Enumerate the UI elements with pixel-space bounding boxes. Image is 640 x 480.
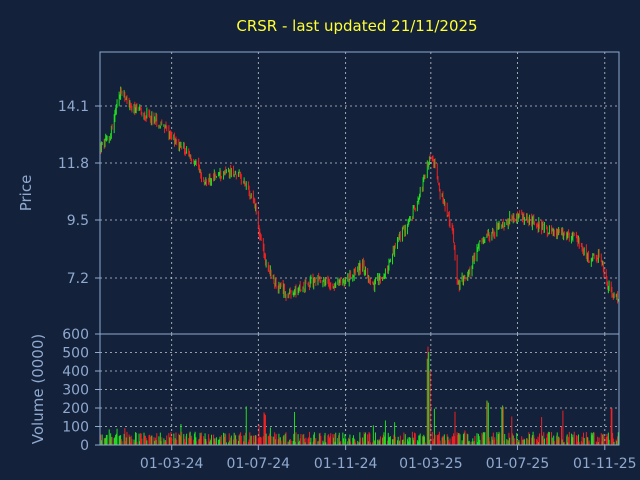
x-axis-ticks: 01-03-24 01-07-24 01-11-24 01-03-25 01-07-25… <box>140 445 637 472</box>
volume-tick-label: 500 <box>62 346 89 362</box>
x-tick-label: 01-11-25 <box>573 456 637 472</box>
x-tick-label: 01-07-25 <box>486 456 550 472</box>
price-tick-label: 600 <box>62 327 89 343</box>
x-tick-label: 01-03-24 <box>140 456 204 472</box>
price-tick-label: 11.8 <box>58 156 89 172</box>
price-tick-label: 14.1 <box>58 99 89 115</box>
x-tick-label: 01-11-24 <box>314 456 378 472</box>
price-panel-frame <box>99 51 620 335</box>
volume-tick-label: 200 <box>62 401 89 417</box>
price-tick-label: 9.5 <box>67 213 89 229</box>
price-axis-label: Price <box>17 175 35 212</box>
price-tick-label: 7.2 <box>67 271 89 287</box>
volume-grid <box>100 334 619 445</box>
volume-tick-label: 400 <box>62 364 89 380</box>
volume-tick-label: 0 <box>80 438 89 454</box>
x-tick-label: 01-07-24 <box>227 456 291 472</box>
volume-bars <box>99 346 620 445</box>
price-y-ticks: 14.1 11.8 9.5 7.2 600 <box>58 99 100 343</box>
x-tick-label: 01-03-25 <box>399 456 463 472</box>
price-candles <box>99 86 620 306</box>
price-grid <box>100 52 619 334</box>
volume-tick-label: 300 <box>62 383 89 399</box>
volume-axis-label: Volume (0000) <box>29 334 47 444</box>
chart-title: CRSR - last updated 21/11/2025 <box>236 17 477 35</box>
volume-tick-label: 100 <box>62 420 89 436</box>
volume-y-ticks: 500 400 300 200 100 0 <box>62 346 100 454</box>
